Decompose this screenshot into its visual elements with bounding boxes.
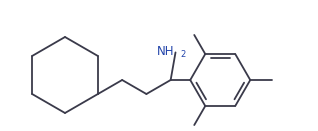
Text: NH: NH <box>157 45 175 58</box>
Text: 2: 2 <box>181 50 186 59</box>
